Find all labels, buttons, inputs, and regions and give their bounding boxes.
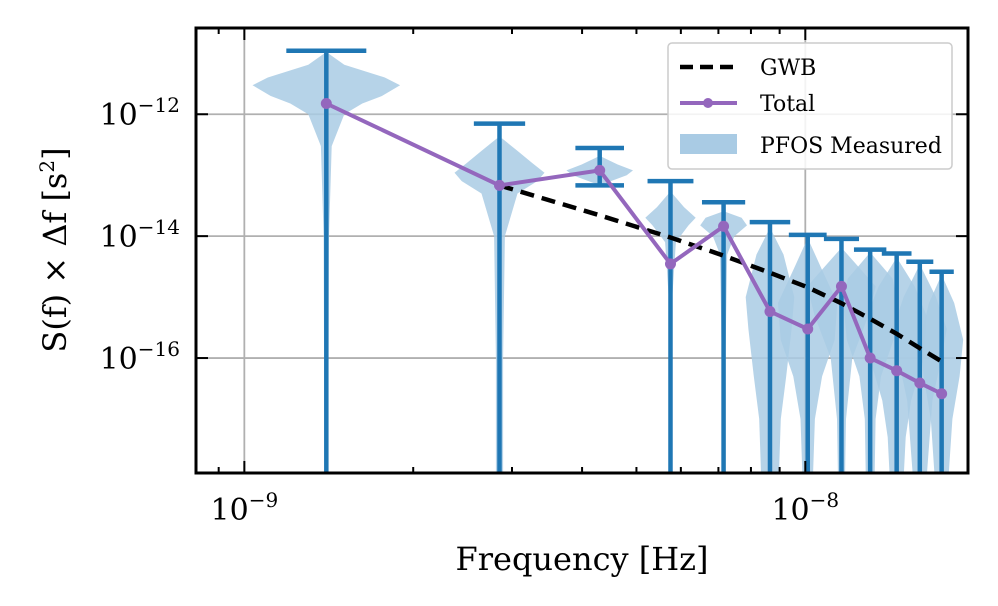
x-axis-label: Frequency [Hz] <box>456 540 709 578</box>
total-point-0 <box>320 98 332 110</box>
legend-box <box>667 42 953 170</box>
total-point-2 <box>594 164 606 176</box>
legend-total-marker <box>703 98 713 108</box>
total-point-4 <box>718 220 730 232</box>
total-point-7 <box>835 280 847 292</box>
total-point-10 <box>914 377 926 389</box>
x-tick-label-1: 10−8 <box>771 488 839 528</box>
total-point-5 <box>764 306 776 318</box>
y-axis-label-base: S(f) × Δf [s <box>36 173 74 353</box>
y-axis-label-end: ] <box>36 147 74 159</box>
y-tick-label-2: 10−16 <box>100 337 180 377</box>
total-point-8 <box>864 352 876 364</box>
y-tick-label-0: 10−12 <box>100 93 180 133</box>
x-tick-label-0: 10−9 <box>211 488 279 528</box>
y-axis-label-exp: 2 <box>35 160 59 173</box>
plot-frame <box>194 26 970 475</box>
total-point-6 <box>802 323 814 335</box>
total-point-3 <box>664 258 676 270</box>
legend-pfos-swatch <box>680 134 737 154</box>
total-point-9 <box>891 365 903 377</box>
total-point-11 <box>936 388 948 400</box>
legend-pfos-label: PFOS Measured <box>760 134 942 159</box>
legend-total-label: Total <box>760 92 815 117</box>
tick-labels: 10−9 10−8 10−12 10−14 10−16 <box>100 93 840 528</box>
legend-gwb-label: GWB <box>760 56 816 81</box>
legend: GWB Total PFOS Measured <box>667 42 953 170</box>
series-layer <box>320 98 948 400</box>
y-tick-label-1: 10−14 <box>100 215 180 255</box>
y-axis-label: S(f) × Δf [s2] <box>35 147 74 352</box>
error-bars-layer <box>286 48 954 473</box>
total-point-1 <box>493 179 505 191</box>
